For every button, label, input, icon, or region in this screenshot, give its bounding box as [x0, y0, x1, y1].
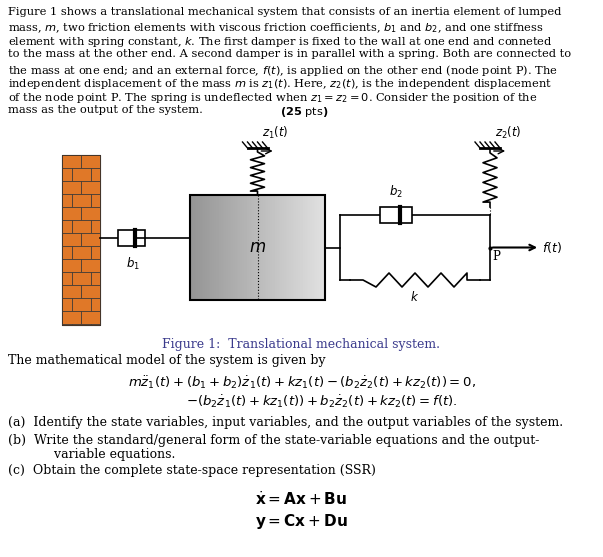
Text: $z_1(t)$: $z_1(t)$	[262, 125, 289, 141]
Text: $k$: $k$	[411, 290, 420, 304]
Bar	[90, 220, 100, 233]
Bar	[62, 272, 72, 285]
Text: of the node point P. The spring is undeflected when $z_1 = z_2 = 0$. Consider th: of the node point P. The spring is undef…	[8, 91, 537, 105]
Text: $\mathbf{(25\ \mathrm{pts})}$: $\mathbf{(25\ \mathrm{pts})}$	[280, 105, 329, 119]
Text: P: P	[492, 250, 500, 262]
Bar	[62, 311, 81, 324]
Text: $b_2$: $b_2$	[389, 184, 403, 200]
Bar	[62, 298, 72, 311]
Text: (c)  Obtain the complete state-space representation (SSR): (c) Obtain the complete state-space repr…	[8, 464, 376, 477]
Bar	[81, 155, 100, 168]
Text: $m\ddot{z}_1(t) + (b_1 + b_2)\dot{z}_1(t) + kz_1(t) - (b_2\dot{z}_2(t) + kz_2(t): $m\ddot{z}_1(t) + (b_1 + b_2)\dot{z}_1(t…	[128, 374, 475, 390]
Bar	[72, 246, 90, 259]
Text: $b_1$: $b_1$	[125, 256, 139, 272]
Text: Figure 1:  Translational mechanical system.: Figure 1: Translational mechanical syste…	[162, 338, 441, 351]
Bar	[81, 259, 100, 272]
Bar	[90, 168, 100, 181]
Bar	[81, 233, 100, 246]
Text: $\mathbf{y} = \mathbf{C}\mathbf{x} + \mathbf{D}\mathbf{u}$: $\mathbf{y} = \mathbf{C}\mathbf{x} + \ma…	[255, 512, 348, 531]
Bar	[90, 324, 100, 325]
Bar	[72, 298, 90, 311]
Text: the mass at one end; and an external force, $f(t)$, is applied on the other end : the mass at one end; and an external for…	[8, 63, 558, 78]
Bar	[190, 195, 325, 300]
Bar	[72, 194, 90, 207]
Text: element with spring constant, $k$. The first damper is fixed to the wall at one : element with spring constant, $k$. The f…	[8, 35, 552, 49]
Bar	[62, 207, 81, 220]
Text: $z_2(t)$: $z_2(t)$	[495, 125, 522, 141]
Text: $-(b_2\dot{z}_1(t) + kz_1(t)) + b_2\dot{z}_2(t) + kz_2(t) = f(t).$: $-(b_2\dot{z}_1(t) + kz_1(t)) + b_2\dot{…	[186, 393, 457, 410]
Bar	[62, 259, 81, 272]
Bar	[90, 298, 100, 311]
Bar	[62, 155, 100, 325]
Bar	[81, 207, 100, 220]
Text: mass as the output of the system.: mass as the output of the system.	[8, 105, 203, 115]
Text: (a)  Identify the state variables, input variables, and the output variables of : (a) Identify the state variables, input …	[8, 416, 563, 429]
Bar	[62, 324, 72, 325]
Text: $f(t)$: $f(t)$	[542, 240, 562, 255]
Text: $m$: $m$	[249, 239, 266, 256]
Bar	[72, 220, 90, 233]
Bar	[380, 207, 412, 223]
Bar	[81, 181, 100, 194]
Bar	[72, 324, 90, 325]
Bar	[90, 194, 100, 207]
Bar	[62, 168, 72, 181]
Bar	[62, 246, 72, 259]
Text: mass, $m$, two friction elements with viscous friction coefficients, $b_1$ and $: mass, $m$, two friction elements with vi…	[8, 21, 543, 35]
Text: independent displacement of the mass $m$ is $z_1(t)$. Here, $z_2(t)$, is the ind: independent displacement of the mass $m$…	[8, 77, 552, 91]
Bar	[62, 194, 72, 207]
Bar	[90, 272, 100, 285]
Text: variable equations.: variable equations.	[26, 448, 175, 461]
Text: Figure 1 shows a translational mechanical system that consists of an inertia ele: Figure 1 shows a translational mechanica…	[8, 7, 561, 17]
Bar	[72, 272, 90, 285]
Bar	[62, 181, 81, 194]
Bar	[72, 168, 90, 181]
Bar	[90, 246, 100, 259]
Bar	[62, 285, 81, 298]
Text: to the mass at the other end. A second damper is in parallel with a spring. Both: to the mass at the other end. A second d…	[8, 49, 571, 59]
Bar	[118, 230, 145, 246]
Text: $\dot{\mathbf{x}} = \mathbf{A}\mathbf{x} + \mathbf{B}\mathbf{u}$: $\dot{\mathbf{x}} = \mathbf{A}\mathbf{x}…	[256, 490, 347, 508]
Text: (b)  Write the standard/general form of the state-variable equations and the out: (b) Write the standard/general form of t…	[8, 434, 539, 447]
Text: The mathematical model of the system is given by: The mathematical model of the system is …	[8, 354, 326, 367]
Bar	[81, 285, 100, 298]
Bar	[81, 311, 100, 324]
Bar	[62, 220, 72, 233]
Bar	[62, 233, 81, 246]
Bar	[62, 155, 81, 168]
